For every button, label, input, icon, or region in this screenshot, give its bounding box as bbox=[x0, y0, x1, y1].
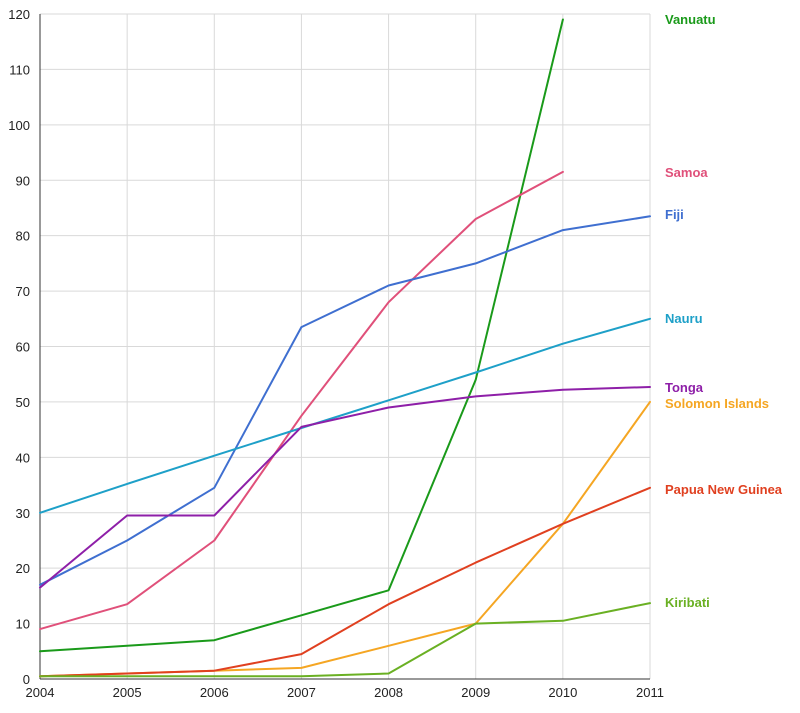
y-tick-label: 80 bbox=[16, 229, 30, 244]
x-tick-label: 2009 bbox=[461, 685, 490, 700]
series-label-nauru: Nauru bbox=[665, 311, 703, 326]
y-tick-label: 60 bbox=[16, 340, 30, 355]
series-line-papua-new-guinea bbox=[39, 486, 651, 678]
y-tick-label: 40 bbox=[16, 450, 30, 465]
series-label-solomon-islands: Solomon Islands bbox=[665, 396, 769, 411]
series-line-fiji bbox=[39, 215, 651, 586]
y-tick-label: 100 bbox=[8, 118, 30, 133]
y-tick-label: 120 bbox=[8, 7, 30, 22]
series-line-tonga bbox=[39, 386, 651, 589]
series-label-papua-new-guinea: Papua New Guinea bbox=[665, 482, 783, 497]
series-label-samoa: Samoa bbox=[665, 165, 708, 180]
x-tick-label: 2008 bbox=[374, 685, 403, 700]
y-tick-label: 90 bbox=[16, 173, 30, 188]
y-tick-label: 110 bbox=[9, 62, 30, 77]
y-tick-label: 10 bbox=[16, 617, 30, 632]
y-tick-label: 20 bbox=[16, 561, 30, 576]
series-line-vanuatu bbox=[39, 18, 564, 653]
x-tick-label: 2006 bbox=[200, 685, 229, 700]
series-label-tonga: Tonga bbox=[665, 380, 704, 395]
x-tick-label: 2004 bbox=[26, 685, 55, 700]
series-lines bbox=[39, 18, 651, 678]
y-tick-label: 30 bbox=[16, 506, 30, 521]
x-tick-label: 2005 bbox=[113, 685, 142, 700]
series-line-nauru bbox=[39, 317, 651, 514]
series-line-kiribati bbox=[39, 602, 651, 678]
series-label-fiji: Fiji bbox=[665, 207, 684, 222]
series-line-samoa bbox=[39, 170, 564, 631]
series-line-solomon-islands bbox=[39, 400, 651, 678]
series-label-vanuatu: Vanuatu bbox=[665, 12, 716, 27]
y-tick-label: 70 bbox=[16, 284, 30, 299]
y-tick-label: 50 bbox=[16, 395, 30, 410]
y-tick-label: 0 bbox=[23, 672, 30, 687]
x-tick-label: 2007 bbox=[287, 685, 316, 700]
x-tick-label: 2011 bbox=[636, 685, 664, 700]
axes: 0 10 20 30 40 50 60 70 80 90 100 110 120 2004 2005 2006… bbox=[8, 7, 664, 700]
grid bbox=[40, 13, 651, 679]
series-label-kiribati: Kiribati bbox=[665, 595, 710, 610]
x-tick-label: 2010 bbox=[548, 685, 577, 700]
